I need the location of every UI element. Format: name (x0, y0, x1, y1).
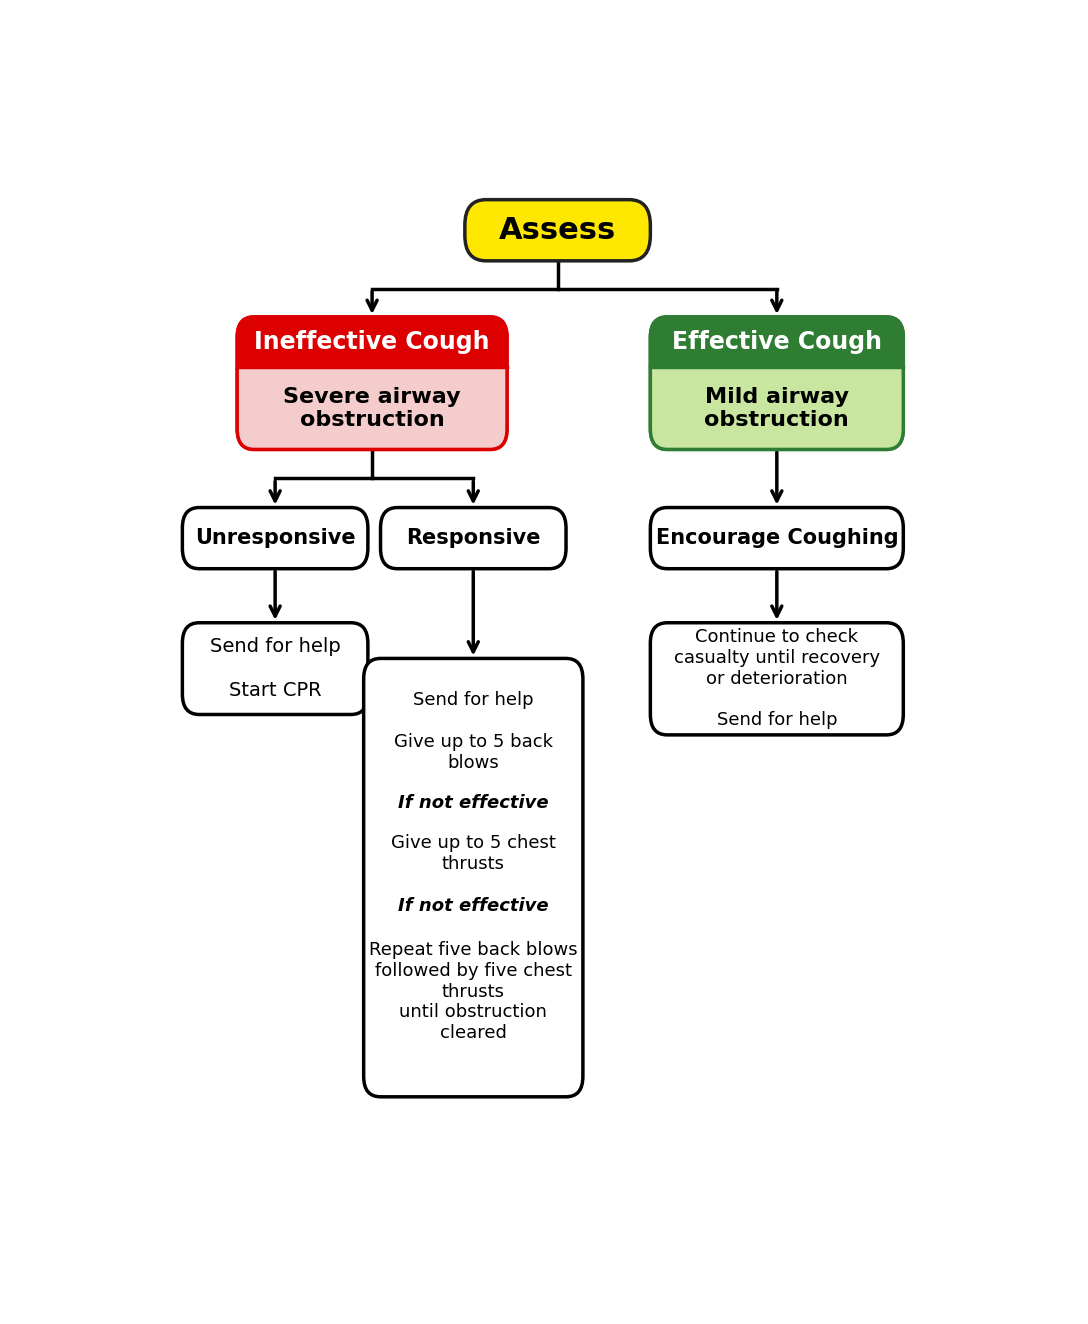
Text: If not effective: If not effective (398, 898, 548, 915)
Bar (651, 367, 903, 397)
Text: Severe airway
obstruction: Severe airway obstruction (283, 387, 461, 430)
FancyBboxPatch shape (237, 367, 507, 449)
Text: Unresponsive: Unresponsive (195, 528, 356, 548)
Bar (237, 367, 507, 397)
FancyBboxPatch shape (651, 507, 903, 569)
FancyBboxPatch shape (183, 622, 368, 715)
Text: Send for help: Send for help (413, 691, 533, 710)
Text: Effective Cough: Effective Cough (671, 330, 882, 354)
Text: Repeat five back blows
followed by five chest
thrusts
until obstruction
cleared: Repeat five back blows followed by five … (369, 941, 578, 1042)
Text: Give up to 5 back
blows: Give up to 5 back blows (394, 733, 553, 772)
FancyBboxPatch shape (465, 200, 651, 261)
Text: If not effective: If not effective (398, 794, 548, 812)
Text: Assess: Assess (499, 216, 616, 245)
FancyBboxPatch shape (381, 507, 566, 569)
FancyBboxPatch shape (183, 507, 368, 569)
FancyBboxPatch shape (651, 622, 903, 735)
Text: Send for help

Start CPR: Send for help Start CPR (210, 637, 341, 700)
FancyBboxPatch shape (651, 316, 903, 449)
Text: Mild airway
obstruction: Mild airway obstruction (704, 387, 850, 430)
Text: Give up to 5 chest
thrusts: Give up to 5 chest thrusts (391, 834, 556, 873)
Text: Encourage Coughing: Encourage Coughing (655, 528, 899, 548)
FancyBboxPatch shape (651, 367, 903, 449)
Bar (651, 347, 903, 367)
FancyBboxPatch shape (237, 316, 507, 449)
Text: Continue to check
casualty until recovery
or deterioration

Send for help: Continue to check casualty until recover… (673, 628, 880, 730)
FancyBboxPatch shape (363, 658, 583, 1096)
Bar (237, 347, 507, 367)
Text: Responsive: Responsive (406, 528, 541, 548)
Text: Ineffective Cough: Ineffective Cough (255, 330, 490, 354)
